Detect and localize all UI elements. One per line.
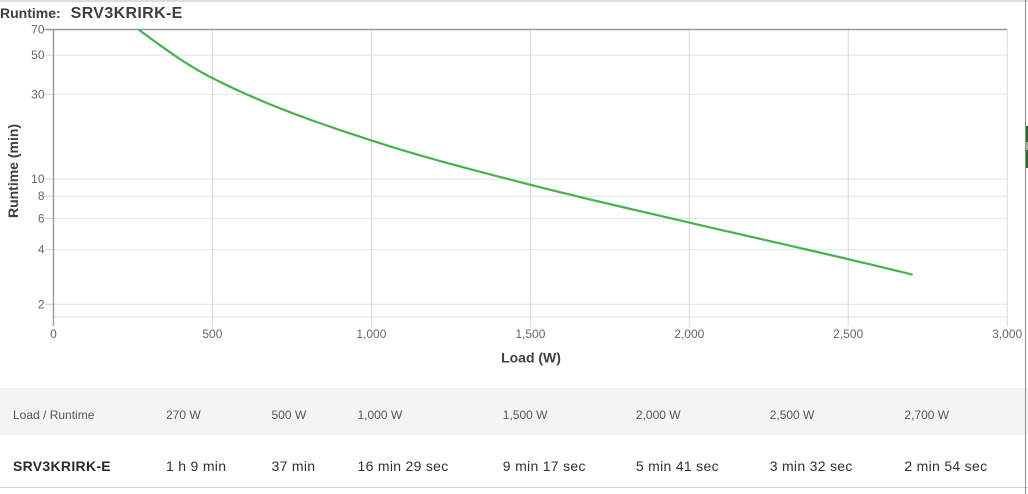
svg-text:Runtime (min): Runtime (min): [5, 124, 21, 218]
svg-text:2,500: 2,500: [833, 327, 863, 341]
svg-text:10: 10: [31, 172, 45, 186]
svg-text:3,000: 3,000: [992, 327, 1022, 341]
svg-text:1,000: 1,000: [356, 327, 386, 341]
svg-text:500: 500: [202, 327, 222, 341]
svg-text:2: 2: [38, 297, 45, 311]
svg-text:4: 4: [38, 243, 45, 257]
svg-text:2,000: 2,000: [674, 327, 704, 341]
svg-text:Load (W): Load (W): [501, 350, 561, 366]
svg-text:30: 30: [31, 87, 45, 101]
svg-text:1,500: 1,500: [515, 327, 545, 341]
svg-text:70: 70: [31, 23, 45, 37]
svg-text:6: 6: [38, 211, 45, 225]
svg-text:0: 0: [50, 327, 57, 341]
svg-text:50: 50: [31, 48, 45, 62]
svg-text:8: 8: [38, 189, 45, 203]
